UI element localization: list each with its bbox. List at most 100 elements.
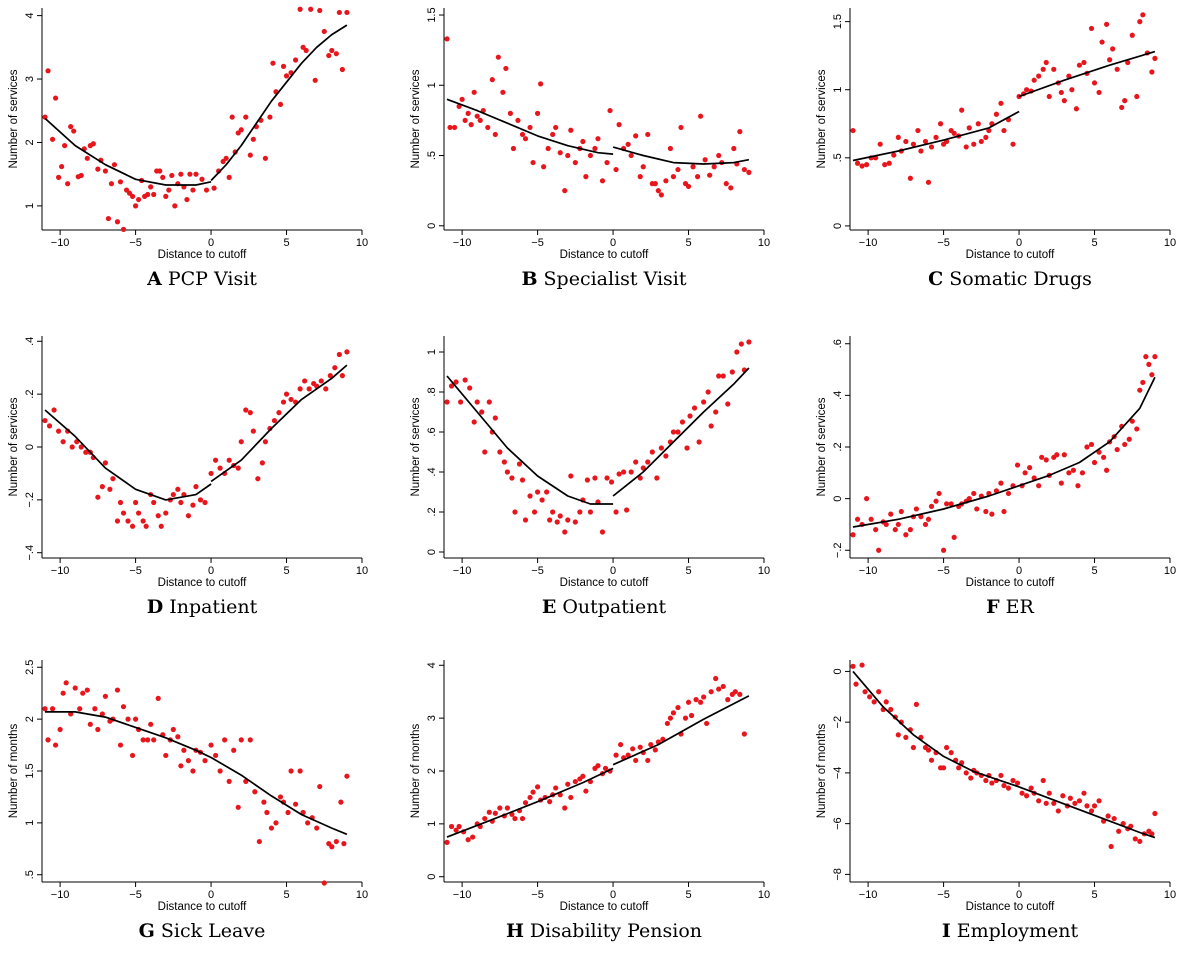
data-point [344, 9, 350, 16]
data-point [519, 131, 526, 138]
chart-panel-i: −10 −5 0 5 10 −8 −6 −4 −2 0 Distance to cutoff Numb… [808, 652, 1183, 952]
data-point [649, 449, 655, 455]
data-point [652, 181, 658, 187]
data-point [1146, 361, 1152, 367]
y-tick-label: 1 [24, 203, 36, 209]
data-point [190, 502, 196, 508]
data-point [243, 114, 249, 120]
data-point [1152, 354, 1158, 360]
x-tick-label: 0 [1016, 565, 1022, 577]
data-point [1140, 12, 1146, 18]
data-point [978, 138, 984, 145]
data-point [1137, 19, 1143, 25]
data-point [1001, 508, 1007, 515]
data-point [983, 508, 989, 515]
y-tick-label: 1 [426, 821, 438, 827]
data-point [557, 150, 563, 156]
y-tick-label: .2 [426, 507, 438, 516]
data-point [1022, 470, 1028, 476]
data-point [640, 465, 646, 471]
y-tick-label: 2 [426, 768, 438, 774]
data-point [568, 794, 574, 801]
data-point [1024, 87, 1030, 93]
panel-caption: E Outpatient [402, 596, 806, 618]
data-point [971, 490, 977, 497]
data-point [68, 124, 74, 130]
data-point [731, 145, 737, 152]
data-point [471, 89, 477, 95]
fit-line-right [1018, 50, 1156, 98]
data-point [864, 162, 870, 168]
x-tick-label: 0 [1016, 237, 1022, 249]
data-point [468, 122, 474, 128]
data-point [936, 490, 942, 497]
data-point [155, 513, 161, 519]
data-point [288, 396, 294, 403]
x-tick-label: 0 [610, 565, 616, 577]
data-point [580, 138, 586, 145]
data-point [185, 513, 192, 519]
data-point [663, 453, 669, 459]
data-point [882, 162, 888, 168]
data-point [690, 164, 696, 170]
data-point [474, 113, 480, 119]
x-tick-label: −10 [51, 565, 70, 577]
x-axis-title: Distance to cutoff [158, 249, 247, 261]
data-point [327, 373, 333, 379]
panel-letter: A [147, 268, 162, 290]
data-point [102, 168, 108, 174]
data-point [1046, 93, 1052, 100]
data-point [151, 737, 157, 743]
data-point [544, 489, 550, 495]
data-point [273, 820, 279, 826]
data-point [701, 694, 707, 700]
data-point [711, 164, 717, 170]
data-point [915, 127, 921, 134]
panel-caption: C Somatic Drugs [808, 268, 1183, 290]
data-point [519, 477, 526, 483]
chart-panel-g: −10 −5 0 5 10 .5 1 1.5 2 2.5 Distance to cutoff Num… [0, 652, 390, 952]
data-point [1149, 69, 1155, 75]
data-point [336, 351, 342, 358]
data-point [732, 689, 738, 695]
data-point [859, 163, 865, 169]
data-point [72, 685, 78, 691]
data-point [1122, 98, 1128, 104]
y-tick-label: .6 [426, 427, 438, 436]
data-point [42, 706, 48, 712]
data-point [1046, 790, 1052, 796]
x-tick-label: 5 [1091, 889, 1097, 901]
data-point [163, 510, 169, 516]
data-point [447, 124, 453, 131]
data-point [166, 187, 172, 193]
data-point [1001, 782, 1007, 789]
data-point [713, 409, 719, 415]
fit-line-left [446, 98, 614, 155]
data-point [1125, 59, 1131, 66]
data-point [1014, 780, 1021, 786]
data-point [1060, 793, 1066, 799]
panel-caption: I Employment [808, 920, 1183, 942]
y-tick-label: 1 [426, 349, 438, 355]
data-point [453, 827, 459, 833]
data-point [1058, 89, 1064, 96]
y-tick-label: 3 [426, 715, 438, 721]
chart-svg: −10 −5 0 5 10 1 2 3 4 Distance to cutoff Number of… [8, 6, 368, 261]
data-point [444, 839, 450, 845]
data-point [321, 880, 327, 886]
y-tick-label: .4 [24, 337, 36, 346]
data-point [1070, 467, 1076, 473]
data-point [1119, 104, 1125, 111]
data-point [510, 145, 517, 152]
data-point [663, 178, 669, 184]
data-point [462, 377, 468, 383]
data-point [1076, 798, 1083, 804]
data-point [56, 428, 62, 434]
data-point [69, 444, 75, 450]
fit-line-left [44, 409, 212, 501]
y-axis-title: Number of months [8, 723, 20, 818]
panel-caption: A PCP Visit [0, 268, 404, 290]
data-point [940, 765, 947, 771]
data-point [734, 349, 740, 355]
panel-caption: B Specialist Visit [402, 268, 806, 290]
